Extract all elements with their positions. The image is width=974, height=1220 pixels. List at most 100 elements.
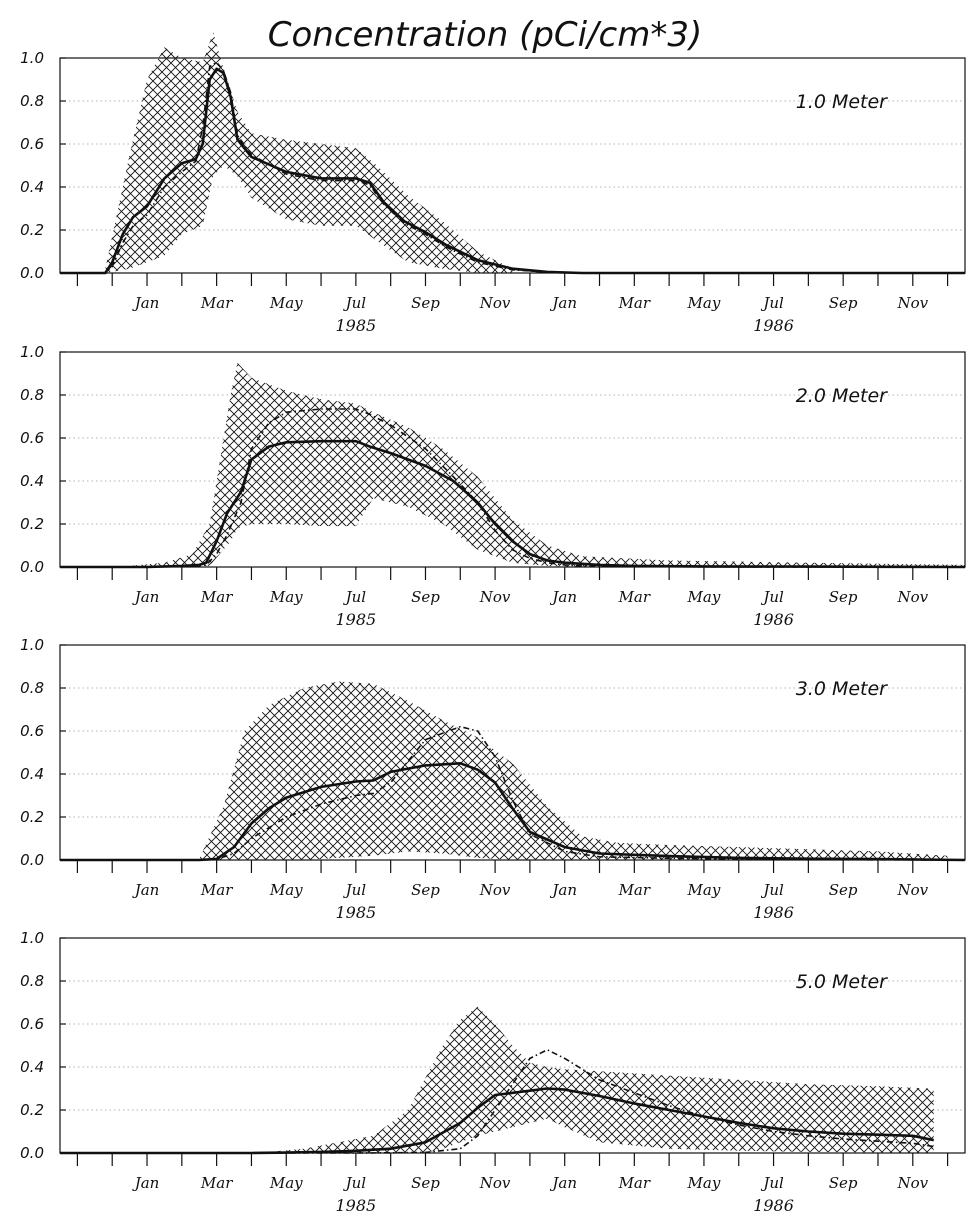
series-dashed-line <box>60 408 965 568</box>
y-tick-label: 0.6 <box>20 1015 44 1033</box>
panel-3: 0.0 0.2 0.4 0.6 0.8 1.0 Jan Mar May Jul Sep Nov Jan M… <box>20 636 966 922</box>
x-tick-label: Mar <box>200 294 233 312</box>
plot-frame <box>59 644 966 861</box>
x-tick-label: Jul <box>343 294 367 312</box>
x-tick-label: Nov <box>896 881 928 899</box>
y-tick-label: 0.6 <box>20 722 44 740</box>
x-tick-label: Jul <box>760 588 784 606</box>
series-solid-line <box>60 761 966 862</box>
x-tick-label: Jul <box>343 881 367 899</box>
x-tick-label: Jan <box>549 588 577 606</box>
y-tick-label: 0.6 <box>20 429 44 447</box>
x-tick-label: Sep <box>411 1174 440 1192</box>
y-tick-label: 0.4 <box>20 472 44 490</box>
y-tick-label: 0.2 <box>20 1101 44 1119</box>
y-tick-label: 0.8 <box>20 386 44 404</box>
y-tick-label: 0.8 <box>20 92 44 110</box>
series-dashed-line <box>60 61 965 274</box>
x-tick-label: Sep <box>829 881 858 899</box>
plot-frame <box>59 937 966 1154</box>
x-tick-label: Mar <box>200 881 233 899</box>
y-tick-label: 0.0 <box>20 1144 44 1162</box>
year-label: 1985 <box>336 610 377 629</box>
panel-depth-label: 3.0 Meter <box>796 678 888 700</box>
plot-frame <box>59 57 966 274</box>
uncertainty-band <box>105 32 513 274</box>
year-label: 1986 <box>753 1196 794 1215</box>
y-tick-label: 0.8 <box>20 972 44 990</box>
panels-group: 0.0 0.2 0.4 0.6 0.8 1.0 Jan Mar May Jul Sep Nov Jan M… <box>20 32 966 1215</box>
x-tick-label: May <box>269 881 303 899</box>
x-tick-label: Jan <box>549 294 577 312</box>
x-tick-label: Jan <box>132 881 160 899</box>
x-tick-label: Nov <box>479 588 511 606</box>
y-tick-label: 0.2 <box>20 221 44 239</box>
year-label: 1986 <box>753 903 794 922</box>
uncertainty-band <box>129 362 966 567</box>
x-tick-label: May <box>269 1174 303 1192</box>
x-tick-label: Sep <box>411 588 440 606</box>
y-tick-label: 1.0 <box>20 343 44 361</box>
y-tick-label: 0.2 <box>20 808 44 826</box>
x-tick-label: Nov <box>479 294 511 312</box>
plot-frame <box>59 351 966 568</box>
x-tick-label: Mar <box>618 588 651 606</box>
x-tick-label: Nov <box>896 1174 928 1192</box>
x-tick-label: Sep <box>411 881 440 899</box>
x-tick-label: May <box>687 881 721 899</box>
y-tick-label: 1.0 <box>20 49 44 67</box>
y-tick-label: 0.0 <box>20 264 44 282</box>
x-tick-label: Mar <box>618 294 651 312</box>
year-label: 1985 <box>336 903 377 922</box>
year-label: 1985 <box>336 316 377 335</box>
x-tick-label: Mar <box>618 881 651 899</box>
x-tick-label: Sep <box>411 294 440 312</box>
x-tick-label: Jan <box>549 881 577 899</box>
x-tick-label: May <box>687 588 721 606</box>
series-solid-line <box>60 67 965 275</box>
panel-2: 0.0 0.2 0.4 0.6 0.8 1.0 Jan Mar May Jul Sep Nov Jan M… <box>20 343 966 629</box>
series-dashed-line <box>60 1049 934 1154</box>
year-label: 1985 <box>336 1196 377 1215</box>
year-label: 1986 <box>753 610 794 629</box>
x-tick-label: Jan <box>132 294 160 312</box>
x-tick-label: Jul <box>343 588 367 606</box>
x-tick-label: Mar <box>200 1174 233 1192</box>
x-tick-label: Jan <box>549 1174 577 1192</box>
x-tick-label: Jul <box>343 1174 367 1192</box>
y-tick-label: 0.4 <box>20 178 44 196</box>
y-tick-label: 0.2 <box>20 515 44 533</box>
panel-4: 0.0 0.2 0.4 0.6 0.8 1.0 Jan Mar May Jul Sep Nov Jan M… <box>20 929 966 1215</box>
x-tick-label: Sep <box>829 1174 858 1192</box>
x-tick-label: Nov <box>896 588 928 606</box>
uncertainty-band <box>199 681 948 860</box>
y-tick-label: 0.0 <box>20 851 44 869</box>
x-tick-label: Mar <box>200 588 233 606</box>
y-tick-label: 0.8 <box>20 679 44 697</box>
x-tick-label: May <box>269 294 303 312</box>
series-solid-line <box>60 439 966 569</box>
y-tick-label: 0.4 <box>20 1058 44 1076</box>
series-dashed-line <box>60 725 966 861</box>
x-tick-label: Nov <box>479 881 511 899</box>
x-tick-label: Mar <box>618 1174 651 1192</box>
panel-1: 0.0 0.2 0.4 0.6 0.8 1.0 Jan Mar May Jul Sep Nov Jan M… <box>20 32 966 335</box>
chart-title: Concentration (pCi/cm*3) <box>268 15 703 55</box>
x-tick-label: Jul <box>760 294 784 312</box>
x-tick-label: Jan <box>132 588 160 606</box>
y-tick-label: 0.6 <box>20 135 44 153</box>
x-tick-label: Jul <box>760 881 784 899</box>
x-tick-label: May <box>687 294 721 312</box>
x-tick-label: Jul <box>760 1174 784 1192</box>
year-label: 1986 <box>753 316 794 335</box>
y-tick-label: 0.4 <box>20 765 44 783</box>
series-solid-line <box>60 1087 934 1155</box>
x-tick-label: May <box>687 1174 721 1192</box>
panel-depth-label: 2.0 Meter <box>796 385 888 407</box>
panel-depth-label: 5.0 Meter <box>796 971 888 993</box>
x-tick-label: Nov <box>479 1174 511 1192</box>
x-tick-label: Sep <box>829 294 858 312</box>
x-tick-label: May <box>269 588 303 606</box>
x-tick-label: Jan <box>132 1174 160 1192</box>
y-tick-label: 1.0 <box>20 636 44 654</box>
